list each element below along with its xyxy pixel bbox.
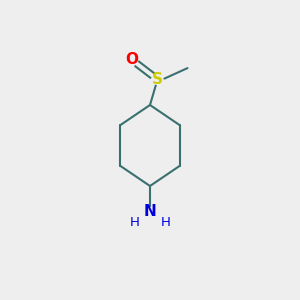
Text: S: S	[152, 72, 163, 87]
Text: H: H	[161, 216, 170, 230]
Text: O: O	[125, 52, 139, 68]
Text: N: N	[144, 204, 156, 219]
Text: H: H	[130, 216, 139, 230]
